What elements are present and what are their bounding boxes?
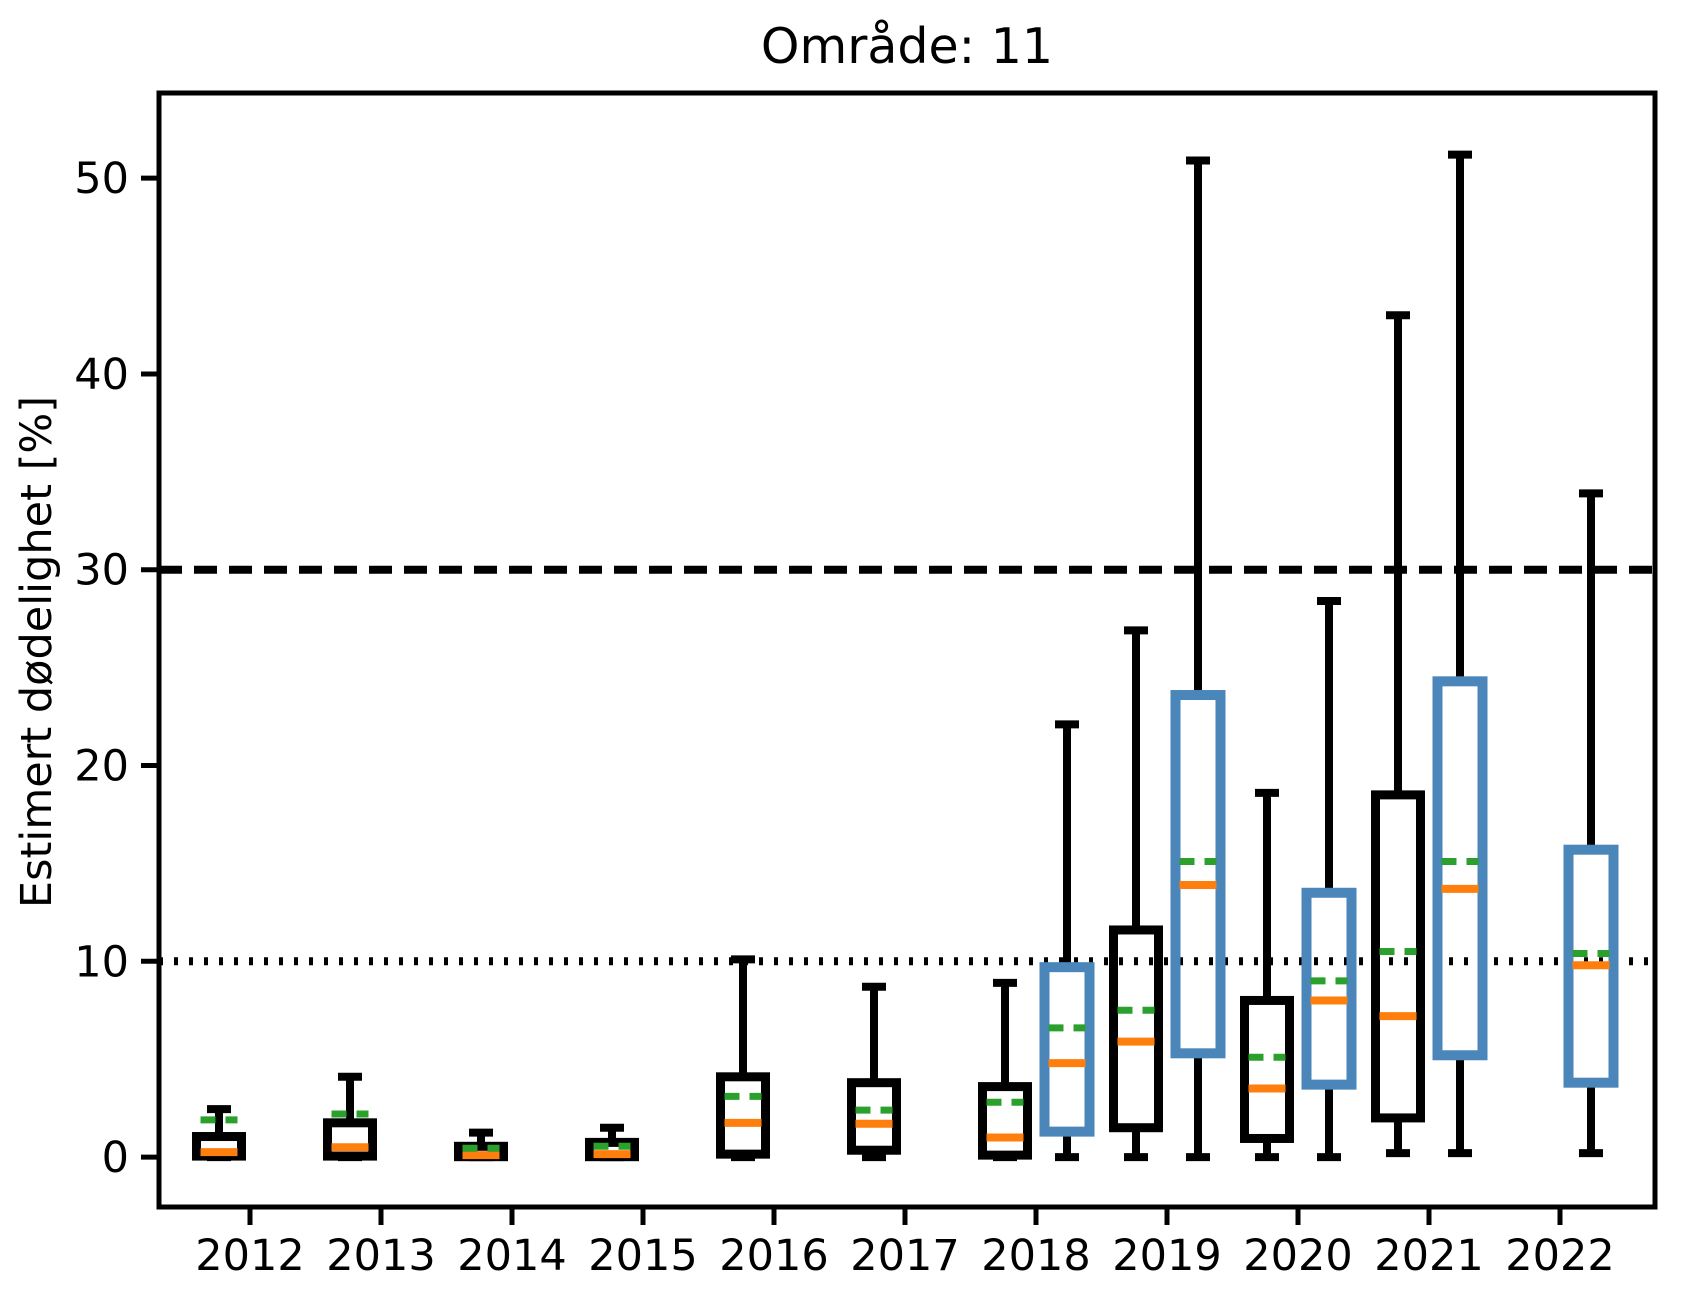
x-tick-label: 2016 — [719, 1231, 828, 1281]
box-2013-black-boxes-iqr — [323, 1118, 377, 1161]
box-2017-black-boxes-iqr — [847, 1078, 901, 1155]
box-2016-black-boxes-iqr — [716, 1072, 770, 1159]
box-2021-blue-boxes-iqr — [1432, 676, 1488, 1061]
y-tick-label: 50 — [74, 154, 129, 204]
x-tick-label: 2017 — [850, 1231, 959, 1281]
box-2020-blue-boxes-iqr — [1301, 887, 1357, 1090]
x-tick-label: 2018 — [981, 1231, 1090, 1281]
box-2022-blue-boxes-iqr — [1563, 844, 1619, 1088]
chart-title: Område: 11 — [760, 18, 1054, 75]
x-tick-label: 2022 — [1505, 1231, 1614, 1281]
box-2021-black-boxes-iqr — [1371, 790, 1425, 1123]
x-tick-label: 2020 — [1243, 1231, 1352, 1281]
y-tick-label: 10 — [74, 937, 129, 987]
plot-border — [156, 90, 1658, 1210]
box-2019-black-boxes-iqr — [1109, 925, 1163, 1133]
x-tick-label: 2014 — [457, 1231, 566, 1281]
y-tick-label: 40 — [74, 350, 129, 400]
box-2019-blue-boxes-iqr — [1170, 690, 1226, 1059]
x-tick-label: 2021 — [1374, 1231, 1483, 1281]
box-2018-black-boxes-iqr — [978, 1082, 1032, 1160]
x-tick-label: 2015 — [588, 1231, 697, 1281]
x-tick-label: 2019 — [1112, 1231, 1221, 1281]
box-2020-black-boxes-iqr — [1240, 995, 1294, 1143]
y-tick-label: 20 — [74, 742, 129, 792]
x-tick-label: 2012 — [195, 1231, 304, 1281]
box-2018-blue-boxes-iqr — [1039, 962, 1095, 1137]
y-tick-label: 0 — [102, 1133, 129, 1183]
y-tick-label: 30 — [74, 546, 129, 596]
x-tick-label: 2013 — [326, 1231, 435, 1281]
